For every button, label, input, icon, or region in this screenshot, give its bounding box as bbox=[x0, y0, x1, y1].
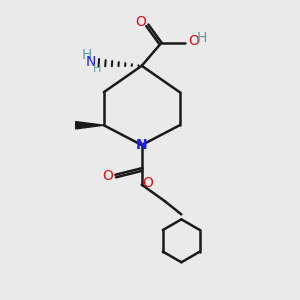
Text: O: O bbox=[142, 176, 154, 190]
Text: O: O bbox=[103, 169, 113, 183]
Polygon shape bbox=[76, 122, 104, 129]
Text: N: N bbox=[85, 55, 96, 69]
Text: N: N bbox=[136, 138, 148, 152]
Text: O: O bbox=[136, 15, 146, 29]
Text: H: H bbox=[81, 48, 92, 62]
Text: H: H bbox=[196, 31, 207, 45]
Text: H: H bbox=[93, 64, 101, 74]
Text: O: O bbox=[188, 34, 199, 48]
